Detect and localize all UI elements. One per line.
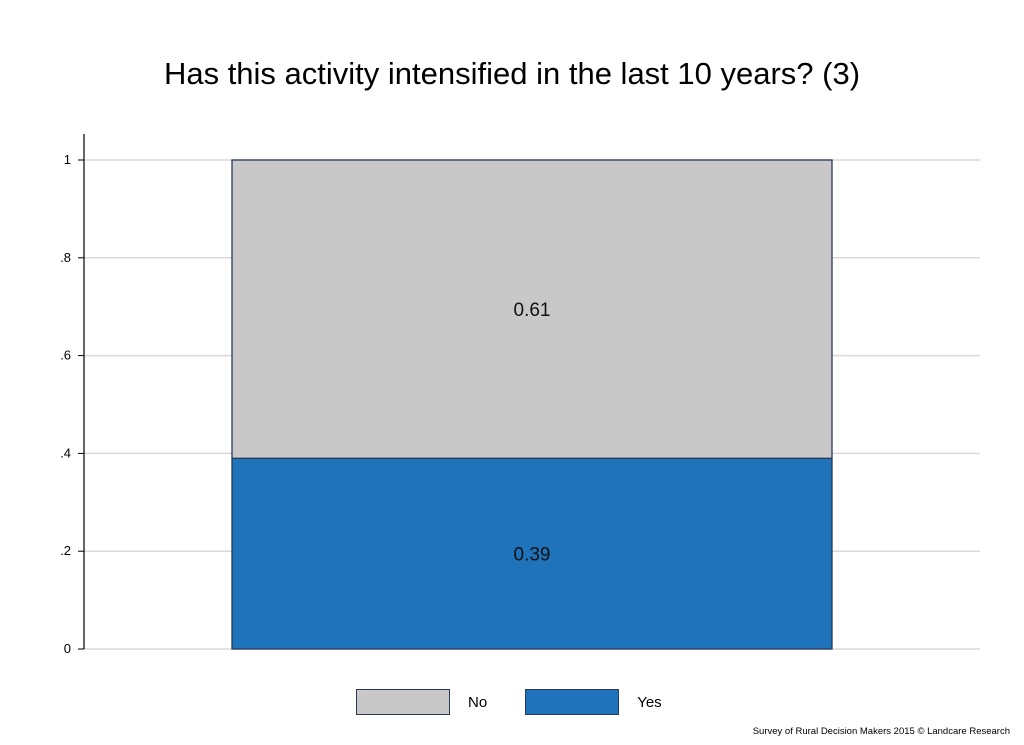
chart-title: Has this activity intensified in the las… [163,56,861,91]
legend: No Yes [356,687,700,717]
legend-swatch-yes [525,689,620,715]
data-label-yes: 0.39 [514,545,551,566]
y-tick-label-3: .6 [60,348,71,363]
y-tick-label-5: 1 [64,152,71,167]
bar-segment-yes [231,457,833,650]
legend-label-no: No [468,693,488,711]
data-labels: 0.39 0.61 [514,300,551,566]
footer-note: Survey of Rural Decision Makers 2015 © L… [752,726,1010,737]
legend-item-yes: Yes [525,689,662,715]
bar-segment-no [231,159,833,459]
legend-item-no: No [356,689,487,715]
legend-label-yes: Yes [637,693,662,711]
y-tick-label-1: .2 [60,543,71,558]
legend-swatch-no [356,689,450,715]
y-tick-label-2: .4 [60,445,71,460]
bar-stack [231,159,833,650]
data-label-no: 0.61 [514,300,551,321]
y-tick-label-4: .8 [60,250,71,265]
y-axis: 0 .2 .4 .6 .8 1 [60,134,85,656]
y-tick-label-0: 0 [64,641,71,656]
